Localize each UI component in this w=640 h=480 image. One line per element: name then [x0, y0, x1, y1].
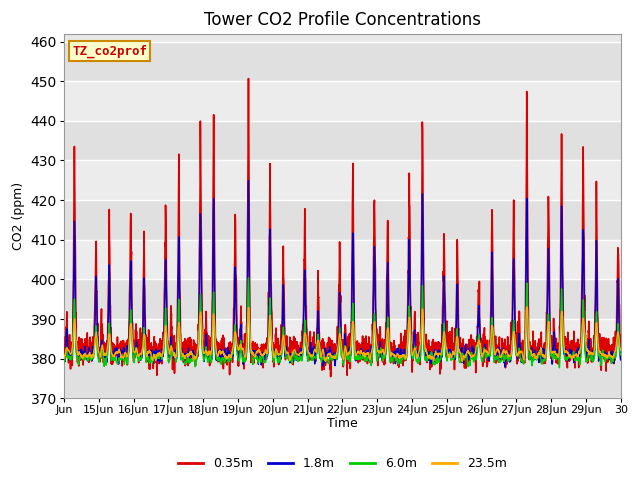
Bar	[64, 279, 621, 319]
23.5m	[609, 354, 617, 360]
Title: Tower CO2 Profile Concentrations: Tower CO2 Profile Concentrations	[204, 11, 481, 29]
0.35m	[511, 262, 518, 268]
1.8m	[609, 351, 617, 357]
1.8m	[542, 350, 550, 356]
6.0m	[116, 357, 124, 362]
23.5m	[236, 343, 244, 348]
Bar	[64, 200, 621, 240]
23.5m	[542, 348, 550, 354]
Line: 1.8m: 1.8m	[64, 180, 621, 367]
23.5m	[60, 356, 68, 361]
6.0m	[376, 348, 384, 354]
6.0m	[617, 352, 625, 358]
6.0m	[556, 365, 563, 371]
Bar	[64, 240, 621, 279]
23.5m	[523, 304, 531, 310]
1.8m	[511, 301, 518, 307]
0.35m	[244, 76, 252, 82]
X-axis label: Time: Time	[327, 417, 358, 430]
6.0m	[609, 355, 617, 361]
1.8m	[60, 358, 68, 363]
Line: 0.35m: 0.35m	[64, 79, 621, 377]
0.35m	[116, 349, 124, 355]
6.0m	[236, 354, 244, 360]
Bar	[64, 160, 621, 200]
1.8m	[501, 364, 509, 370]
23.5m	[116, 349, 124, 355]
23.5m	[510, 332, 518, 337]
23.5m	[617, 348, 625, 353]
6.0m	[60, 360, 68, 366]
Bar	[64, 42, 621, 81]
0.35m	[376, 324, 384, 330]
0.35m	[609, 350, 617, 356]
Bar	[64, 81, 621, 121]
0.35m	[60, 334, 68, 340]
1.8m	[236, 349, 244, 355]
0.35m	[617, 333, 625, 338]
23.5m	[376, 348, 384, 354]
Line: 6.0m: 6.0m	[64, 278, 621, 368]
1.8m	[116, 350, 124, 356]
1.8m	[617, 354, 625, 360]
6.0m	[244, 275, 252, 281]
Text: TZ_co2prof: TZ_co2prof	[72, 45, 147, 58]
Line: 23.5m: 23.5m	[64, 307, 621, 361]
Bar	[64, 359, 621, 398]
1.8m	[376, 339, 384, 345]
6.0m	[510, 325, 518, 331]
1.8m	[244, 178, 252, 183]
0.35m	[236, 326, 244, 332]
6.0m	[542, 354, 550, 360]
23.5m	[322, 359, 330, 364]
Y-axis label: CO2 (ppm): CO2 (ppm)	[12, 182, 25, 250]
0.35m	[542, 345, 550, 350]
Bar	[64, 121, 621, 160]
0.35m	[327, 374, 335, 380]
Bar	[64, 319, 621, 359]
Legend: 0.35m, 1.8m, 6.0m, 23.5m: 0.35m, 1.8m, 6.0m, 23.5m	[173, 452, 512, 475]
